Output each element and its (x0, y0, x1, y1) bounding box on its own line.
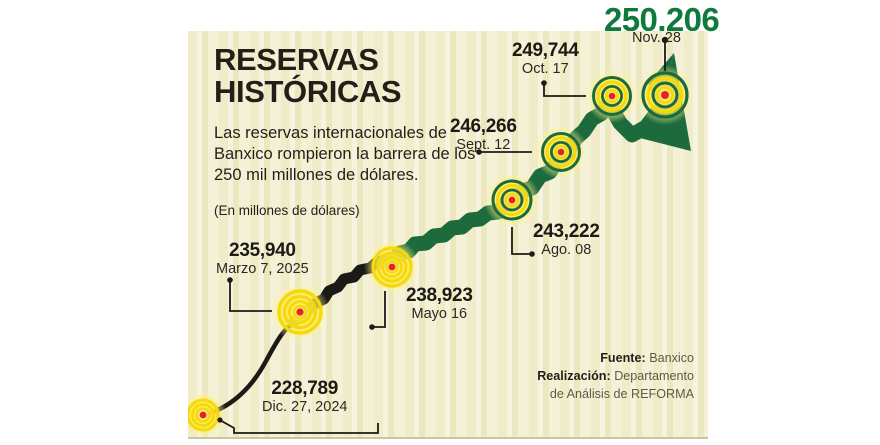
data-point-marker-1 (188, 391, 227, 437)
callout-date: Oct. 17 (521, 60, 569, 77)
callout-value: 243,222 (533, 221, 600, 242)
callout-nov-28: Nov. 28 (632, 30, 681, 46)
callout-value: 228,789 (271, 378, 339, 399)
callout-date: Dic. 27, 2024 (262, 398, 348, 415)
callout-date: Ago. 08 (541, 241, 592, 258)
leader-dot-3 (369, 324, 375, 330)
data-point-marker-5 (534, 125, 588, 179)
callout-oct-17: 249,744 Oct. 17 (512, 41, 579, 78)
reserves-line-chart (188, 36, 695, 437)
callout-sept-12: 246,266 Sept. 12 (450, 117, 517, 154)
leader-line-6 (543, 85, 586, 97)
page-title: RESERVAS HISTÓRICAS (214, 44, 514, 107)
leader-dot-2 (227, 277, 233, 283)
callout-ago-08: 243,222 Ago. 08 (533, 222, 600, 259)
leader-dot-5 (476, 149, 482, 155)
author-line-2: de Análisis de REFORMA (549, 387, 694, 402)
data-point-marker-4 (484, 172, 540, 228)
source-value: Banxico (649, 351, 694, 366)
author-label: Realización: (537, 369, 611, 384)
leader-dot-1 (217, 417, 223, 423)
data-point-marker-2 (270, 282, 330, 342)
title-line-2: HISTÓRICAS (214, 73, 402, 109)
leader-line-2 (229, 281, 272, 312)
author-value: Departamento (614, 369, 694, 384)
callout-value: 238,923 (406, 285, 473, 306)
callout-date: Marzo 7, 2025 (216, 260, 309, 277)
source-label: Fuente: (600, 351, 646, 366)
chart-panel: RESERVAS HISTÓRICAS Las reservas interna… (188, 31, 708, 437)
callout-mayo-16: 238,923 Mayo 16 (406, 286, 473, 323)
leader-line-3 (374, 291, 386, 328)
callout-value: 235,940 (229, 240, 296, 261)
deck-text: Las reservas internacionales de Banxico … (214, 124, 476, 184)
author-line: Realización: Departamento (537, 368, 694, 386)
leader-line-1 (217, 418, 379, 434)
callout-value: 249,744 (512, 40, 579, 61)
data-point-marker-7 (635, 65, 695, 125)
leader-dot-7 (661, 36, 669, 44)
credits-block: Fuente: Banxico Realización: Departament… (537, 350, 694, 404)
callout-date: Mayo 16 (411, 305, 468, 322)
leader-dot-6 (541, 80, 547, 86)
data-point-marker-3 (364, 239, 420, 295)
unit-note: (En millones de dólares) (214, 203, 360, 218)
callout-date: Sept. 12 (456, 136, 511, 153)
leader-dot-4 (529, 251, 535, 257)
callout-dic-27-2024: 228,789 Dic. 27, 2024 (262, 379, 347, 416)
title-line-1: RESERVAS (214, 42, 379, 77)
callout-value: 246,266 (450, 116, 517, 137)
callout-marzo-7-2025: 235,940 Marzo 7, 2025 (216, 241, 309, 278)
source-line: Fuente: Banxico (537, 350, 694, 368)
leader-line-4 (511, 227, 530, 255)
data-point-marker-6 (585, 69, 639, 123)
callout-date: Nov. 28 (632, 30, 681, 46)
